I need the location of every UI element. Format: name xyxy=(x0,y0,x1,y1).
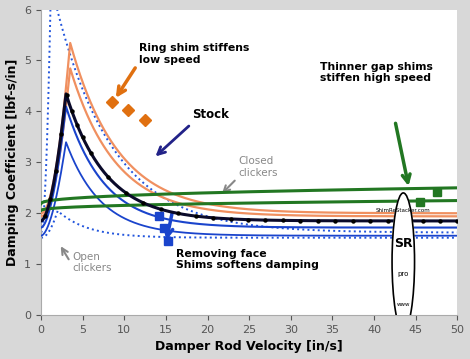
Text: Closed
clickers: Closed clickers xyxy=(238,156,278,178)
Text: Thinner gap shims
stiffen high speed: Thinner gap shims stiffen high speed xyxy=(320,62,433,83)
Text: Removing face
Shims softens damping: Removing face Shims softens damping xyxy=(176,249,319,270)
Text: SR: SR xyxy=(394,237,413,250)
X-axis label: Damper Rod Velocity [in/s]: Damper Rod Velocity [in/s] xyxy=(155,340,343,354)
Text: pro: pro xyxy=(398,271,409,278)
Text: Stock: Stock xyxy=(193,108,229,121)
Y-axis label: Damping Coefficient [lbf-s/in]: Damping Coefficient [lbf-s/in] xyxy=(6,59,18,266)
Text: Ring shim stiffens
low speed: Ring shim stiffens low speed xyxy=(139,43,250,65)
Text: Open
clickers: Open clickers xyxy=(72,252,112,274)
Circle shape xyxy=(392,193,415,330)
Text: www: www xyxy=(397,303,410,307)
Text: ShimReStacker.com: ShimReStacker.com xyxy=(376,208,431,213)
